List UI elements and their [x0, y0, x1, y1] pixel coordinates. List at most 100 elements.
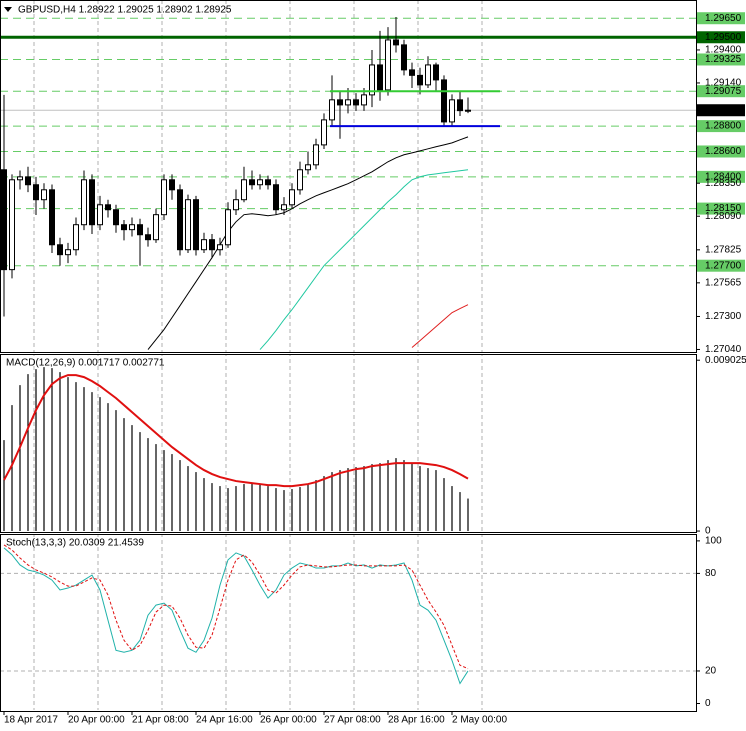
level-label: 1.29650 — [705, 13, 742, 24]
candle-body — [409, 69, 415, 76]
candle-body — [297, 169, 303, 191]
x-tick-label: 24 Apr 16:00 — [196, 715, 253, 726]
candle-body — [401, 44, 407, 71]
candle-body — [33, 184, 39, 201]
level-box — [697, 145, 745, 158]
resistance-label: 1.29500 — [705, 32, 742, 43]
candle-body — [449, 99, 455, 123]
candle-body — [201, 239, 207, 251]
stoch-title: Stoch(13,3,3) 20.0309 21.4539 — [6, 538, 144, 549]
stoch-line — [3, 544, 469, 670]
y-tick-label: 1.29140 — [705, 78, 742, 89]
candle-body — [433, 64, 439, 81]
candle-body — [265, 179, 271, 186]
level-box — [697, 259, 745, 272]
last-price-label: 1.28925 — [705, 105, 742, 116]
candle-body — [217, 244, 223, 251]
candle-body — [73, 224, 79, 251]
level-label: 1.28400 — [705, 172, 742, 183]
candle-body — [305, 164, 311, 171]
y-tick-label: 0 — [705, 698, 711, 709]
candle-body — [41, 189, 47, 201]
candle-body — [369, 64, 375, 96]
candle-body — [273, 184, 279, 211]
level-box — [697, 12, 745, 25]
level-box — [697, 53, 745, 66]
x-tick-label: 2 May 00:00 — [452, 715, 507, 726]
level-box — [697, 120, 745, 133]
x-tick-label: 18 Apr 2017 — [4, 715, 58, 726]
candle-body — [193, 199, 199, 251]
candle-body — [457, 99, 463, 112]
candle-body — [105, 204, 111, 211]
resistance-box — [697, 31, 745, 44]
candle-body — [385, 39, 391, 91]
candle-body — [161, 179, 167, 216]
candle-body — [121, 224, 127, 231]
level-box — [697, 170, 745, 183]
candle-body — [337, 99, 343, 106]
y-tick-label: 0.009025 — [705, 355, 746, 366]
candle-body — [137, 224, 143, 236]
candle-body — [129, 224, 135, 231]
level-label: 1.28800 — [705, 121, 742, 132]
candle-body — [209, 239, 215, 251]
price-title: GBPUSD,H4 1.28922 1.29025 1.28902 1.2892… — [18, 5, 232, 16]
y-tick-label: 100 — [705, 536, 722, 547]
y-tick-label: 1.29400 — [705, 45, 742, 56]
candle-body — [465, 109, 471, 112]
candle-body — [345, 99, 351, 106]
x-tick-label: 28 Apr 16:00 — [388, 715, 445, 726]
candle-body — [329, 99, 335, 121]
y-tick-label: 20 — [705, 666, 717, 677]
y-tick-label: 1.28090 — [705, 211, 742, 222]
y-tick-label: 1.27565 — [705, 277, 742, 288]
price-panel-frame — [0, 0, 697, 353]
x-tick-label: 27 Apr 08:00 — [324, 715, 381, 726]
candle-body — [57, 244, 63, 256]
macd-title: MACD(12,26,9) 0.001717 0.002771 — [6, 358, 165, 369]
menu-triangle[interactable] — [4, 7, 12, 12]
candle-body — [441, 79, 447, 123]
level-label: 1.29325 — [705, 54, 742, 65]
candle-body — [113, 209, 119, 226]
candle-body — [417, 74, 423, 86]
candle-body — [65, 249, 71, 256]
moving-average — [411, 304, 469, 348]
moving-average — [259, 169, 469, 350]
y-tick-label: 1.28350 — [705, 178, 742, 189]
candle-body — [153, 214, 159, 241]
level-label: 1.28600 — [705, 146, 742, 157]
candle-body — [393, 39, 399, 46]
y-tick-label: 80 — [705, 568, 717, 579]
moving-average — [147, 136, 469, 350]
level-box — [697, 85, 745, 98]
candle-body — [233, 199, 239, 211]
candle-body — [241, 179, 247, 201]
candle-body — [281, 204, 287, 211]
candle-body — [321, 119, 327, 146]
candle-body — [313, 144, 319, 166]
candle-body — [97, 204, 103, 226]
level-label: 1.27700 — [705, 260, 742, 271]
candle-body — [257, 179, 263, 186]
candle-body — [145, 234, 151, 241]
candle-body — [289, 189, 295, 206]
candle-body — [249, 179, 255, 186]
level-label: 1.28150 — [705, 203, 742, 214]
candle-body — [89, 179, 95, 226]
candle-body — [185, 199, 191, 251]
x-tick-label: 21 Apr 08:00 — [132, 715, 189, 726]
y-tick-label: 1.27040 — [705, 344, 742, 355]
macd-signal — [3, 374, 469, 488]
y-tick-label: 0 — [705, 526, 711, 537]
last-price-box — [697, 104, 745, 117]
candle-body — [1, 169, 7, 271]
macd-panel-frame — [0, 354, 697, 533]
candle-body — [17, 176, 23, 181]
level-box — [697, 202, 745, 215]
candle-body — [225, 209, 231, 246]
stoch-panel-frame — [0, 534, 697, 712]
